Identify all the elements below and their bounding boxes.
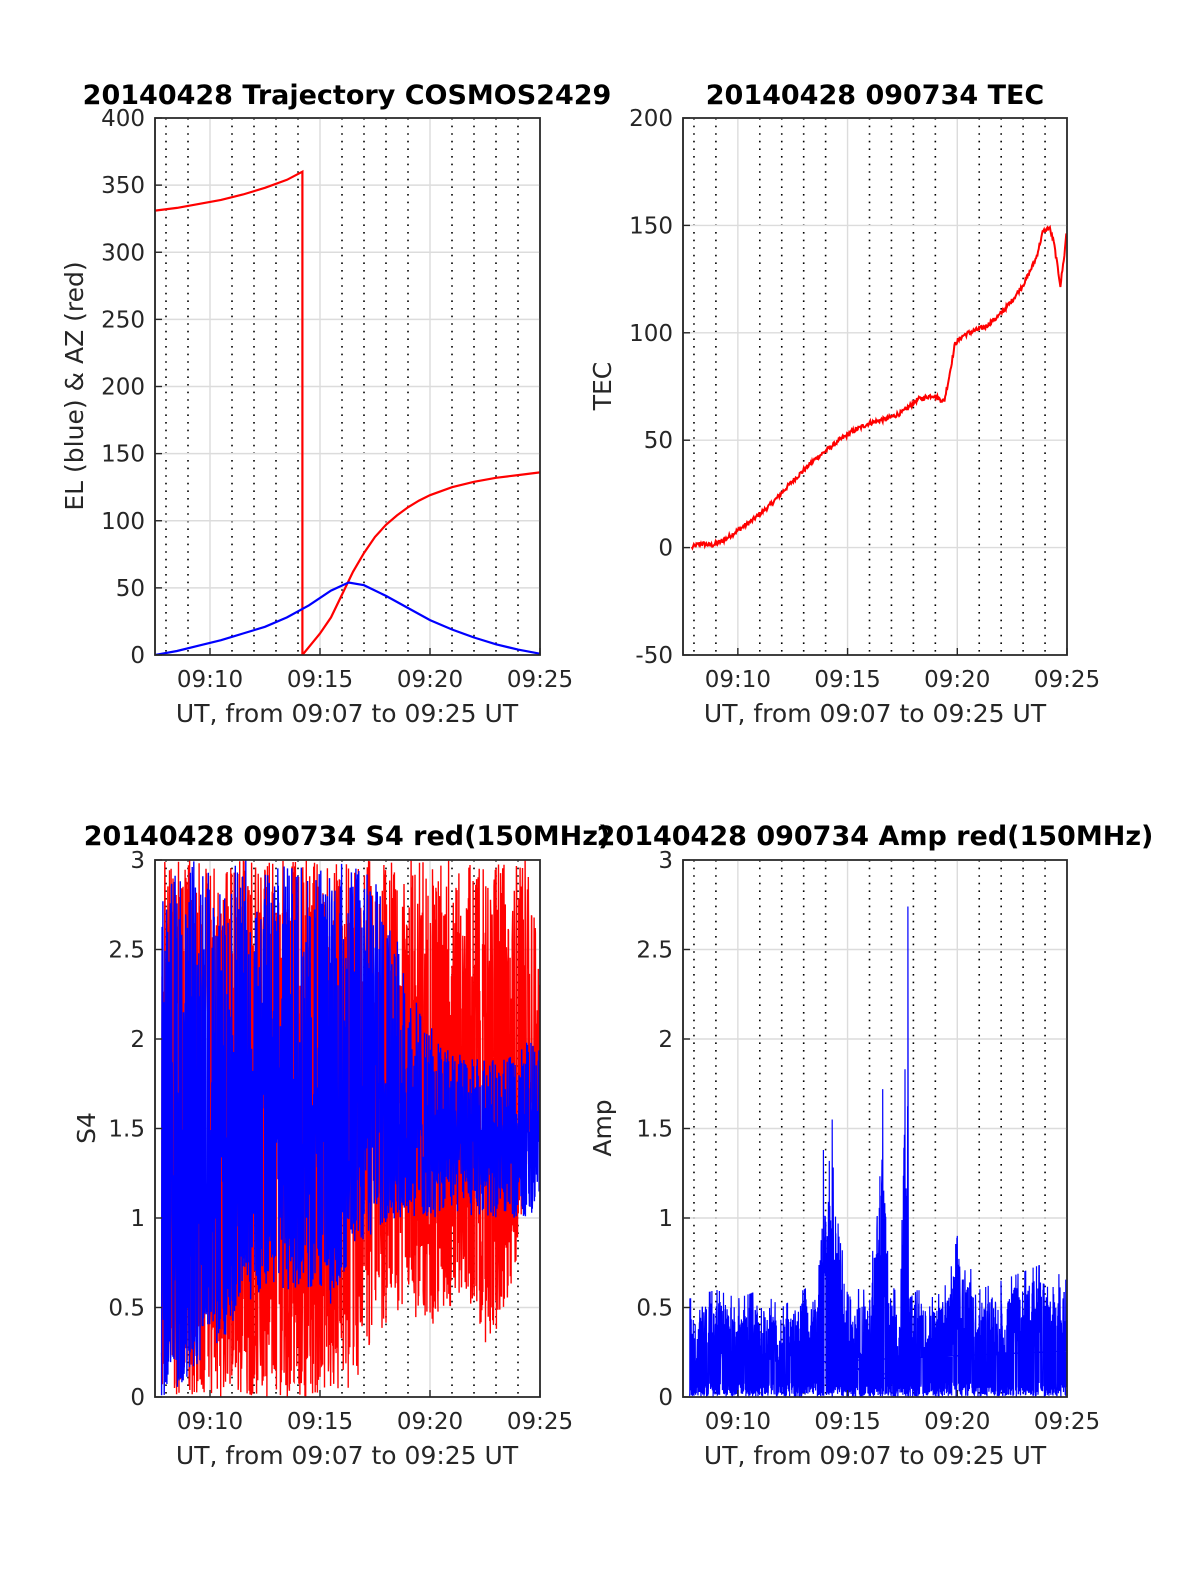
y-axis-label: Amp: [588, 1099, 617, 1156]
y-tick-label: 0: [658, 536, 673, 562]
y-tick-label: 0: [130, 1385, 145, 1411]
x-tick-label: 09:20: [397, 1409, 463, 1435]
elevation-line: [155, 581, 540, 655]
y-tick-label: 0: [130, 643, 145, 669]
x-tick-label: 09:20: [924, 667, 990, 693]
y-tick-label: 0.5: [108, 1296, 145, 1322]
x-tick-label: 09:25: [507, 1409, 573, 1435]
y-tick-label: 2.5: [636, 938, 673, 964]
plot-area: [682, 117, 1068, 656]
amp-line: [689, 906, 1067, 1397]
y-tick-label: 0.5: [636, 1296, 673, 1322]
y-tick-label: 150: [629, 213, 673, 239]
y-tick-label: 100: [629, 321, 673, 347]
x-tick-label: 09:25: [1034, 667, 1100, 693]
y-axis-label: TEC: [588, 362, 617, 412]
y-tick-label: 2: [130, 1027, 145, 1053]
y-tick-label: 0: [658, 1385, 673, 1411]
y-tick-label: 1: [658, 1206, 673, 1232]
y-tick-label: 200: [629, 106, 673, 132]
y-tick-label: 250: [101, 307, 145, 333]
x-tick-label: 09:25: [507, 667, 573, 693]
tec-line: [690, 224, 1067, 551]
x-axis-label: UT, from 09:07 to 09:25 UT: [176, 699, 519, 728]
y-axis-label: EL (blue) & AZ (red): [60, 261, 89, 510]
chart-trajectory: 0 50 100 150 200 250 300 350 400 09:10 09:15 09:20 0…: [60, 80, 611, 728]
y-tick-label: 50: [644, 428, 673, 454]
x-tick-label: 09:15: [814, 1409, 880, 1435]
chart-title: 20140428 090734 TEC: [706, 80, 1045, 111]
chart-amp: 0 0.5 1 1.5 2 2.5 3 09:10 09:15 09:20 09:25 201404…: [588, 821, 1153, 1470]
plot-frame: [682, 117, 1068, 656]
x-tick-label: 09:10: [177, 1409, 243, 1435]
y-tick-label: 350: [101, 173, 145, 199]
y-tick-label: 1: [130, 1206, 145, 1232]
y-tick-label: 3: [130, 848, 145, 874]
y-tick-label: 2.5: [108, 938, 145, 964]
y-axis-label: S4: [72, 1112, 101, 1144]
chart-title: 20140428 090734 S4 red(150MHz): [84, 821, 611, 852]
y-tick-label: 50: [116, 576, 145, 602]
y-tick-label: 300: [101, 240, 145, 266]
y-tick-label: 1.5: [108, 1117, 145, 1143]
y-tick-label: 100: [101, 509, 145, 535]
y-tick-label: 150: [101, 442, 145, 468]
x-axis-label: UT, from 09:07 to 09:25 UT: [704, 699, 1047, 728]
chart-title: 20140428 Trajectory COSMOS2429: [83, 80, 612, 111]
y-tick-label: 400: [101, 106, 145, 132]
chart-title: 20140428 090734 Amp red(150MHz): [597, 821, 1154, 852]
x-tick-label: 09:10: [177, 667, 243, 693]
x-tick-label: 09:15: [287, 667, 353, 693]
x-tick-label: 09:10: [705, 667, 771, 693]
y-tick-label: 200: [101, 375, 145, 401]
x-tick-label: 09:20: [397, 667, 463, 693]
x-axis-label: UT, from 09:07 to 09:25 UT: [176, 1441, 519, 1470]
x-tick-label: 09:15: [287, 1409, 353, 1435]
chart-s4: 0 0.5 1 1.5 2 2.5 3 09:10 09:15 09:20 09:25 201404…: [72, 821, 610, 1470]
chart-tec: -50 0 50 100 150 200 09:10 09:15 09:20 09:25 2014…: [588, 80, 1100, 728]
x-axis-label: UT, from 09:07 to 09:25 UT: [704, 1441, 1047, 1470]
y-tick-label: 1.5: [636, 1117, 673, 1143]
x-tick-label: 09:25: [1034, 1409, 1100, 1435]
y-tick-label: 2: [658, 1027, 673, 1053]
x-tick-label: 09:15: [814, 667, 880, 693]
s4-blue-line: [160, 860, 540, 1396]
y-tick-label: 3: [658, 848, 673, 874]
y-tick-label: -50: [635, 643, 673, 669]
x-tick-label: 09:10: [705, 1409, 771, 1435]
x-tick-label: 09:20: [924, 1409, 990, 1435]
